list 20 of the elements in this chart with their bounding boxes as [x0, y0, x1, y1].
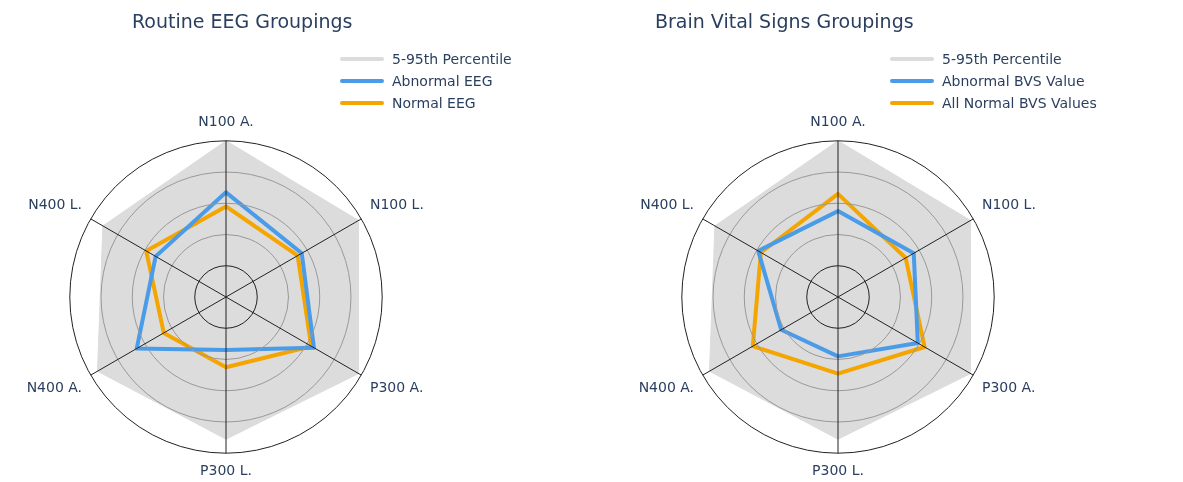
- spoke-label: N100 L.: [981, 196, 1036, 213]
- legend-label: Abnormal EEG: [392, 73, 493, 89]
- spoke-label: P300 L.: [812, 462, 864, 479]
- spoke-label: P300 A.: [981, 379, 1036, 396]
- legend-label: 5-95th Percentile: [942, 51, 1062, 67]
- chart-title: Routine EEG Groupings: [132, 10, 353, 32]
- legend-label: Abnormal BVS Value: [942, 73, 1085, 89]
- spoke-label: P300 A.: [369, 379, 424, 396]
- spoke-label: N100 L.: [369, 196, 424, 213]
- chart-title: Brain Vital Signs Groupings: [655, 10, 914, 32]
- spoke-label: N400 L.: [28, 196, 83, 213]
- spoke-label: N100 A.: [198, 113, 254, 130]
- spoke-label: N400 A.: [26, 379, 83, 396]
- spoke-label: P300 L.: [200, 462, 252, 479]
- spoke-label: N400 A.: [638, 379, 695, 396]
- legend-label: Normal EEG: [392, 95, 476, 111]
- legend-label: All Normal BVS Values: [942, 95, 1097, 111]
- spoke-label: N100 A.: [810, 113, 866, 130]
- spoke-label: N400 L.: [640, 196, 695, 213]
- legend-label: 5-95th Percentile: [392, 51, 512, 67]
